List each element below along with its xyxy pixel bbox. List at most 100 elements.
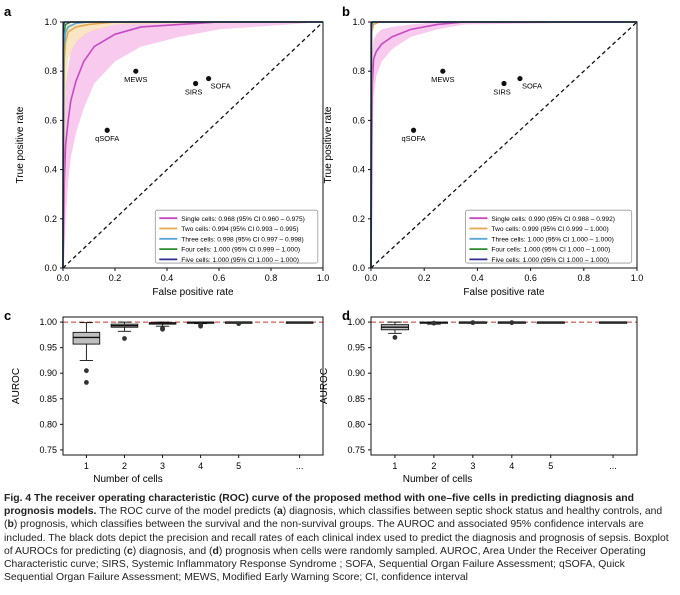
x-tick-label: 1.0	[317, 273, 330, 283]
index-point-qsofa	[410, 127, 417, 133]
legend-entry-three: Three cells: 0.998 (95% CI 0.997 – 0.998…	[181, 236, 303, 243]
x-tick-label: 0.4	[161, 273, 174, 283]
y-tick-label: 0.8	[352, 66, 365, 76]
x-axis-label: False positive rate	[463, 287, 545, 298]
caption-text-5: ) prognosis when cells were randomly sam…	[4, 545, 646, 584]
caption-text-2: ) diagnosis, which classifies between se…	[4, 506, 663, 531]
x-tick-label: 3	[470, 461, 475, 471]
y-tick-label: 0.6	[352, 115, 365, 125]
outlier-point	[509, 320, 515, 326]
legend-entry-single: Single cells: 0.968 (95% CI 0.960 – 0.97…	[181, 216, 305, 223]
roc-panel-a: a MEWS SOFA SIRS qSOFA 0.0 0.2 0.4 0.6 0.8 1.0 0.0 0…	[4, 4, 329, 298]
index-point-mews	[133, 68, 139, 74]
plot-frame	[370, 21, 638, 269]
y-tick-label: 1.0	[44, 17, 57, 27]
roc-line-single	[62, 21, 323, 269]
y-tick-label: 0.90	[39, 368, 57, 378]
index-label-mews: MEWS	[431, 75, 454, 84]
outlier-point	[470, 320, 476, 326]
y-tick-label: 0.0	[44, 263, 57, 273]
index-label-sofa: SOFA	[211, 82, 231, 91]
y-axis-label: AUROC	[319, 368, 330, 404]
index-point-sofa	[517, 75, 523, 82]
legend-box	[465, 209, 633, 264]
x-axis-label: False positive rate	[152, 287, 234, 298]
y-tick-label: 0.80	[39, 419, 57, 429]
legend-entry-three: Three cells: 1.000 (95% CI 1.000 – 1.000…	[491, 236, 613, 243]
y-tick-label: 0.75	[39, 445, 57, 455]
x-tick-label: 1	[392, 461, 397, 471]
x-tick-label: 0.6	[524, 273, 537, 283]
plot-frame	[370, 316, 638, 456]
caption-text-1: The ROC curve of the model predicts (	[99, 506, 277, 518]
y-tick-label: 0.0	[352, 263, 365, 273]
caption-fig-label: Fig. 4	[4, 493, 32, 504]
legend-entry-two: Two cells: 0.994 (95% CI 0.993 – 0.995)	[181, 226, 298, 233]
y-tick-label: 0.8	[44, 66, 57, 76]
y-tick-label: 1.00	[347, 317, 365, 327]
index-point-sirs	[501, 80, 507, 87]
index-label-mews: MEWS	[124, 75, 147, 84]
x-tick-label: 5	[548, 461, 553, 471]
box-panel-d: d 0.75 0.80 0.85 0.90 0.95 1.00 1 2 3 4 5 ... Number …	[319, 308, 638, 485]
x-tick-label: 0.2	[109, 273, 122, 283]
figure-caption: Fig. 4 The receiver operating characteri…	[4, 492, 676, 584]
y-tick-label: 0.85	[39, 394, 57, 404]
y-tick-label: 0.75	[347, 445, 365, 455]
y-tick-label: 0.90	[347, 368, 365, 378]
x-tick-label: 0.6	[213, 273, 226, 283]
outlier-point	[84, 368, 89, 374]
chance-diagonal	[370, 21, 638, 269]
panel-label-d: d	[342, 308, 350, 323]
caption-title: The receiver operating characteristic (R…	[4, 493, 634, 518]
x-tick-label: 5	[236, 461, 241, 471]
outlier-point	[236, 321, 242, 327]
x-axis-label: Number of cells	[403, 474, 472, 485]
legend-entry-five: Five cells: 1.000 (95% CI 1.000 – 1.000)	[491, 257, 609, 264]
x-tick-label: 1	[84, 461, 89, 471]
legend-box	[154, 209, 319, 264]
caption-ref-c: c	[127, 545, 133, 557]
outlier-point	[392, 335, 398, 340]
y-tick-label: 0.2	[44, 214, 57, 224]
legend-entry-four: Four cells: 1.000 (95% CI 0.999 – 1.000)	[181, 247, 300, 254]
x-tick-label: 0.2	[418, 273, 431, 283]
outlier-point	[431, 320, 437, 326]
panel-label-a: a	[4, 4, 12, 19]
legend-entry-two: Two cells: 0.999 (95% CI 0.999 – 1.000)	[491, 226, 608, 233]
y-tick-label: 0.6	[44, 115, 57, 125]
x-tick-label: 1.0	[631, 273, 644, 283]
ci-band-single	[63, 22, 323, 268]
outlier-point	[122, 336, 127, 341]
x-tick-label: 2	[431, 461, 436, 471]
x-tick-label: 0.0	[365, 273, 378, 283]
x-tick-label: 0.8	[578, 273, 591, 283]
y-tick-label: 0.4	[44, 165, 57, 175]
outlier-point	[160, 326, 165, 332]
caption-ref-b: b	[7, 519, 14, 531]
roc-line-single	[370, 21, 637, 269]
box-panel-c: c 0.75 0.80 0.85 0.90 0.95 1.00 1 2 3 4 5 ... Number …	[4, 308, 324, 485]
index-point-mews	[440, 68, 446, 74]
x-axis-label: Number of cells	[93, 474, 162, 485]
roc-panel-b: b MEWS SOFA SIRS qSOFA 0.0 0.2 0.4 0.6 0.8 1.0 0.0 0…	[323, 4, 643, 298]
panel-label-b: b	[342, 4, 350, 19]
index-point-qsofa	[104, 127, 110, 133]
x-tick-label: 0.8	[265, 273, 278, 283]
y-axis-label: AUROC	[11, 368, 22, 404]
index-label-sirs: SIRS	[493, 88, 511, 97]
x-tick-label: ...	[296, 461, 304, 471]
panel-label-c: c	[4, 308, 11, 323]
caption-text-3: ) prognosis, which classifies between th…	[4, 519, 669, 557]
caption-text-4: ) diagnosis, and (	[132, 545, 213, 557]
caption-ref-d: d	[212, 545, 219, 557]
x-tick-label: 0.4	[471, 273, 484, 283]
y-tick-label: 1.00	[39, 317, 57, 327]
index-point-sofa	[206, 75, 212, 82]
y-tick-label: 0.2	[352, 214, 365, 224]
index-label-qsofa: qSOFA	[95, 134, 119, 143]
index-point-sirs	[193, 80, 199, 87]
x-tick-label: ...	[609, 461, 617, 471]
outlier-point	[198, 323, 204, 329]
